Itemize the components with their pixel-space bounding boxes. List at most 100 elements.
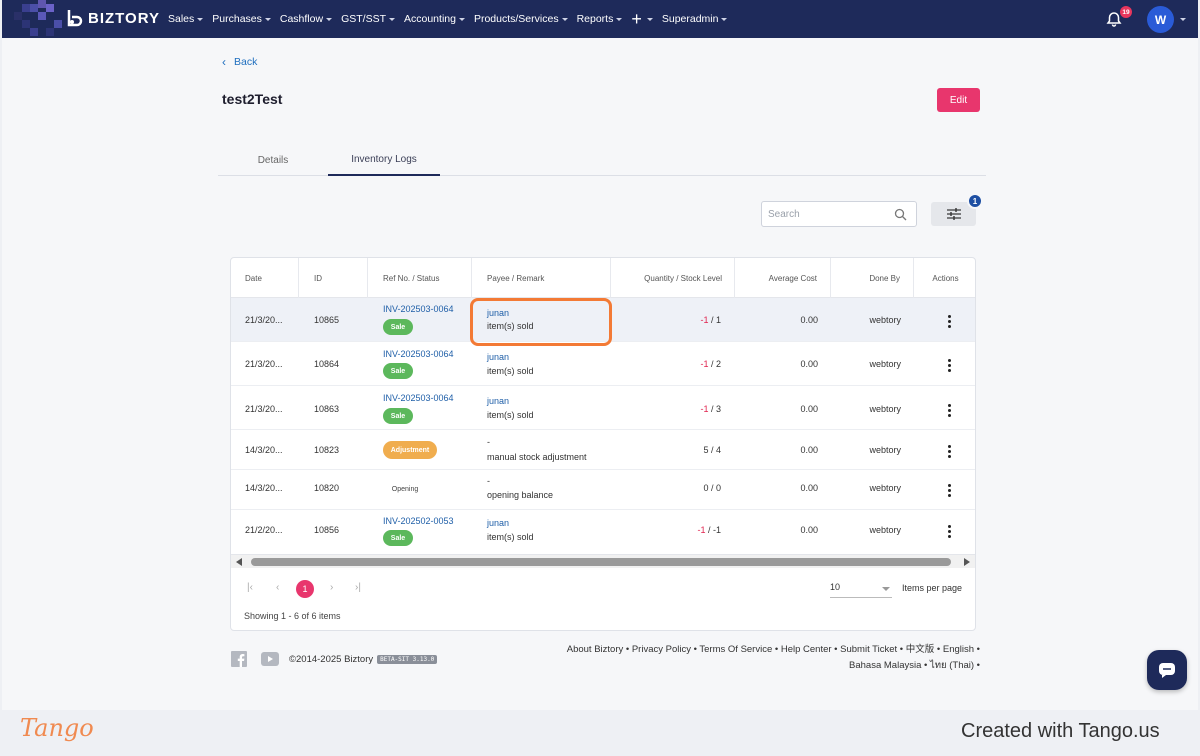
cell-average-cost: 0.00 xyxy=(800,315,818,325)
cell-quantity: -1 / -1 xyxy=(697,525,721,535)
facebook-icon[interactable] xyxy=(231,651,247,667)
user-avatar[interactable]: W xyxy=(1147,6,1174,33)
chevron-left-icon: ‹ xyxy=(222,55,226,69)
items-per-page-label: Items per page xyxy=(902,583,962,593)
scroll-left-icon[interactable] xyxy=(236,558,242,566)
menu-superadmin[interactable]: Superadmin xyxy=(662,13,728,25)
quantity-change: -1 xyxy=(700,359,708,369)
menu-reports[interactable]: Reports xyxy=(577,13,623,25)
chevron-down-icon xyxy=(326,18,332,21)
column-header-quantity[interactable]: Quantity / Stock Level xyxy=(611,258,735,298)
menu-cashflow[interactable]: Cashflow xyxy=(280,13,332,25)
menu-quick-add[interactable]: + xyxy=(631,10,653,28)
table-row[interactable]: 21/2/20... 10856 INV-202502-0053 Sale ju… xyxy=(231,510,976,554)
chat-button[interactable] xyxy=(1147,650,1187,690)
scroll-right-icon[interactable] xyxy=(964,558,970,566)
cell-id: 10864 xyxy=(314,359,339,369)
menu-products-services[interactable]: Products/Services xyxy=(474,13,568,25)
scrollbar-thumb[interactable] xyxy=(251,558,951,566)
menu-gst-sst[interactable]: GST/SST xyxy=(341,13,395,25)
search-icon[interactable] xyxy=(894,208,907,221)
chevron-down-icon xyxy=(389,18,395,21)
search-input[interactable] xyxy=(768,207,888,221)
row-actions-icon[interactable] xyxy=(948,484,952,499)
table-row[interactable]: 14/3/20... 10820 Opening - opening balan… xyxy=(231,470,976,510)
chevron-down-icon xyxy=(459,18,465,21)
cell-ref-link[interactable]: INV-202503-0064 xyxy=(383,393,454,403)
cell-ref-link[interactable]: INV-202503-0064 xyxy=(383,349,454,359)
first-page-icon[interactable]: |‹ xyxy=(247,582,253,593)
last-page-icon[interactable]: ›| xyxy=(355,582,361,593)
quantity-change: 5 xyxy=(703,445,708,455)
cell-ref-link[interactable]: INV-202503-0064 xyxy=(383,304,454,314)
sliders-icon xyxy=(947,208,961,220)
app-window: BIZTORY Sales Purchases Cashflow GST/SST… xyxy=(2,0,1198,710)
items-per-page-select[interactable]: 10 xyxy=(830,578,892,598)
footer-links: About Biztory • Privacy Policy • Terms O… xyxy=(542,642,980,674)
column-header-done-by[interactable]: Done By xyxy=(831,258,914,298)
youtube-icon[interactable] xyxy=(261,652,279,666)
column-header-average-cost[interactable]: Average Cost xyxy=(735,258,831,298)
cell-done-by: webtory xyxy=(869,525,901,535)
table-row[interactable]: 21/3/20... 10863 INV-202503-0064 Sale ju… xyxy=(231,386,976,430)
cell-average-cost: 0.00 xyxy=(800,359,818,369)
next-page-icon[interactable]: › xyxy=(330,582,333,593)
cell-done-by: webtory xyxy=(869,359,901,369)
cell-done-by: webtory xyxy=(869,445,901,455)
footer-links-line[interactable]: About Biztory • Privacy Policy • Terms O… xyxy=(542,642,980,658)
tab-bar: Details Inventory Logs xyxy=(218,145,986,176)
cell-quantity: -1 / 1 xyxy=(700,315,721,325)
cell-payee-link[interactable]: junan xyxy=(487,396,509,406)
column-header-ref-status[interactable]: Ref No. / Status xyxy=(368,258,472,298)
cell-remark: item(s) sold xyxy=(487,532,534,542)
menu-sales[interactable]: Sales xyxy=(168,13,203,25)
cell-payee-link[interactable]: junan xyxy=(487,518,509,528)
horizontal-scrollbar[interactable] xyxy=(231,554,976,568)
cell-average-cost: 0.00 xyxy=(800,525,818,535)
stock-level: / 1 xyxy=(711,315,721,325)
cell-ref-link[interactable]: INV-202502-0053 xyxy=(383,516,454,526)
cell-average-cost: 0.00 xyxy=(800,445,818,455)
row-actions-icon[interactable] xyxy=(948,315,952,330)
cell-payee-link[interactable]: junan xyxy=(487,352,509,362)
menu-label: Purchases xyxy=(212,13,262,25)
main-menu: Sales Purchases Cashflow GST/SST Account… xyxy=(168,0,736,38)
column-header-payee-remark[interactable]: Payee / Remark xyxy=(472,258,611,298)
menu-accounting[interactable]: Accounting xyxy=(404,13,465,25)
cell-id: 10863 xyxy=(314,404,339,414)
page-title: test2Test xyxy=(222,91,282,107)
chevron-down-icon xyxy=(616,18,622,21)
footer-links-line[interactable]: Bahasa Malaysia • ไทย (Thai) • xyxy=(542,658,980,674)
cell-payee: - xyxy=(487,476,490,486)
cell-done-by: webtory xyxy=(869,483,901,493)
row-actions-icon[interactable] xyxy=(948,525,952,540)
status-badge: Adjustment xyxy=(383,441,437,459)
current-page-button[interactable]: 1 xyxy=(296,580,314,598)
status-badge: Opening xyxy=(385,481,425,497)
edit-button[interactable]: Edit xyxy=(937,88,980,112)
cell-remark: manual stock adjustment xyxy=(487,452,587,462)
chevron-down-icon xyxy=(647,18,653,21)
row-actions-icon[interactable] xyxy=(948,445,952,460)
status-badge: Sale xyxy=(383,408,413,424)
showing-items-text: Showing 1 - 6 of 6 items xyxy=(244,611,341,621)
row-actions-icon[interactable] xyxy=(948,359,952,374)
tab-details[interactable]: Details xyxy=(218,145,328,176)
menu-purchases[interactable]: Purchases xyxy=(212,13,271,25)
cell-date: 21/3/20... xyxy=(245,359,283,369)
tab-inventory-logs[interactable]: Inventory Logs xyxy=(328,145,440,176)
status-badge: Sale xyxy=(383,319,413,335)
chevron-down-icon[interactable] xyxy=(1180,18,1186,21)
social-icons xyxy=(231,651,279,667)
column-header-id[interactable]: ID xyxy=(299,258,368,298)
table-row[interactable]: 14/3/20... 10823 Adjustment - manual sto… xyxy=(231,430,976,470)
column-header-date[interactable]: Date xyxy=(231,258,299,298)
table-row[interactable]: 21/3/20... 10864 INV-202503-0064 Sale ju… xyxy=(231,342,976,386)
back-link[interactable]: ‹ Back xyxy=(222,55,257,69)
cell-date: 21/2/20... xyxy=(245,525,283,535)
brand-logo[interactable]: BIZTORY xyxy=(66,9,160,27)
row-actions-icon[interactable] xyxy=(948,404,952,419)
prev-page-icon[interactable]: ‹ xyxy=(276,582,279,593)
cell-done-by: webtory xyxy=(869,315,901,325)
